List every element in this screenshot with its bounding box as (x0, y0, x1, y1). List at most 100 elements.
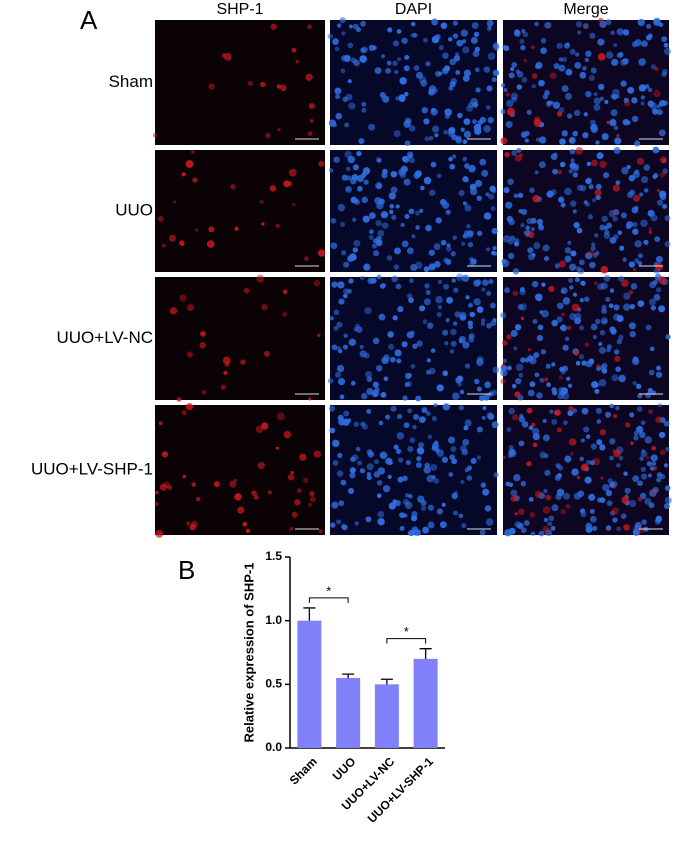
nucleus (330, 242, 338, 250)
nucleus (451, 278, 456, 283)
nucleus (558, 64, 566, 72)
nucleus (573, 492, 581, 500)
micrograph (327, 17, 500, 146)
nucleus (390, 186, 398, 194)
nucleus (331, 281, 338, 288)
nucleus (656, 199, 664, 206)
signal (576, 475, 581, 480)
nucleus (500, 369, 508, 377)
nucleus (602, 483, 610, 492)
nucleus (541, 310, 549, 318)
nucleus (452, 33, 459, 39)
nucleus (595, 407, 602, 414)
nucleus (655, 255, 663, 263)
signal (313, 450, 321, 458)
micrograph (500, 273, 671, 401)
nucleus (572, 292, 578, 297)
nucleus (385, 67, 392, 74)
nucleus (647, 87, 653, 93)
nucleus (579, 325, 584, 331)
nucleus (613, 313, 621, 321)
nucleus (417, 495, 425, 503)
nucleus (551, 504, 559, 512)
nucleus (561, 85, 569, 93)
error-bar (380, 678, 393, 685)
signal (575, 147, 584, 155)
nucleus (626, 221, 634, 229)
nucleus (593, 103, 601, 111)
nucleus (544, 469, 551, 476)
signal (282, 289, 288, 294)
nucleus (332, 459, 339, 466)
signal (199, 342, 206, 349)
nucleus (349, 472, 356, 479)
signal (275, 223, 280, 229)
nucleus (387, 331, 394, 338)
signal (558, 260, 566, 268)
nucleus (662, 168, 668, 174)
nucleus (576, 30, 582, 35)
nucleus (563, 42, 570, 49)
nucleus (579, 71, 587, 79)
nucleus (491, 389, 498, 396)
nucleus (526, 217, 533, 225)
nucleus (442, 52, 449, 59)
nucleus (491, 227, 498, 235)
nucleus (651, 461, 657, 466)
nucleus (512, 268, 520, 275)
nucleus (362, 167, 371, 175)
nucleus (506, 426, 512, 432)
nucleus (464, 363, 471, 369)
nucleus (482, 406, 487, 411)
nucleus (620, 80, 627, 87)
nucleus (663, 47, 672, 55)
nucleus (538, 161, 546, 169)
nucleus (557, 465, 564, 471)
signal (318, 529, 323, 534)
signal (310, 119, 314, 123)
nucleus (345, 166, 351, 172)
nucleus (400, 222, 405, 227)
nucleus (462, 201, 467, 206)
nucleus (618, 275, 625, 282)
nucleus (589, 261, 596, 269)
signal (533, 116, 541, 124)
nucleus (536, 334, 544, 342)
nucleus (664, 496, 672, 505)
nucleus (569, 48, 576, 55)
nucleus (489, 302, 496, 309)
nucleus (428, 249, 435, 256)
nucleus (410, 33, 415, 38)
signal (630, 441, 634, 445)
signal (267, 490, 273, 495)
signal (655, 416, 663, 423)
nucleus (427, 521, 435, 529)
nucleus (623, 97, 629, 104)
nucleus (473, 378, 480, 385)
nucleus (662, 203, 668, 209)
nucleus (609, 326, 616, 333)
nucleus (344, 150, 352, 159)
nucleus (502, 358, 507, 363)
signal (182, 474, 187, 479)
nucleus (615, 366, 621, 372)
nucleus (575, 265, 582, 272)
signal (270, 23, 277, 30)
nucleus (473, 298, 481, 306)
signal (276, 412, 285, 421)
nucleus (462, 156, 468, 162)
nucleus (344, 122, 350, 128)
nucleus (566, 376, 571, 381)
nucleus (608, 209, 616, 218)
signal (550, 72, 557, 79)
signal (526, 407, 533, 414)
signal (155, 529, 164, 538)
nucleus (389, 356, 396, 363)
nucleus (452, 20, 458, 26)
signal (195, 228, 199, 232)
nucleus (554, 263, 560, 269)
nucleus (427, 504, 434, 511)
nucleus (404, 54, 410, 60)
signal (588, 250, 595, 257)
nucleus (408, 494, 413, 499)
